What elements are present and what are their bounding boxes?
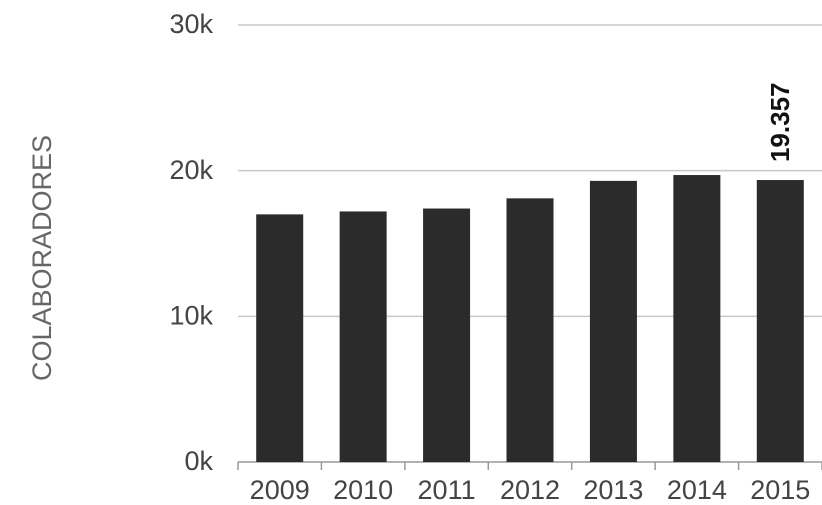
bar-2015: [756, 180, 804, 463]
bar-2014: [673, 175, 721, 462]
x-tick-label: 2014: [667, 475, 727, 505]
x-tick-label: 2010: [333, 475, 393, 505]
bar-2012: [506, 198, 554, 463]
y-tick-label: 20k: [169, 155, 213, 185]
y-axis-ticks: 0k 10k 20k 30k: [169, 9, 213, 476]
bar-2010: [339, 211, 387, 462]
data-label: 19.357: [765, 83, 795, 163]
x-axis-ticks: 2009 2010 2011 2012 2013 2014 2015: [237, 462, 822, 505]
y-tick-label: 30k: [169, 9, 213, 39]
y-axis-label: COLABORADORES: [27, 135, 57, 381]
x-tick-label: 2015: [750, 475, 810, 505]
x-tick-label: 2012: [500, 475, 560, 505]
x-tick-label: 2011: [418, 475, 476, 505]
x-tick-label: 2009: [250, 475, 310, 505]
data-labels: 19.357: [765, 83, 795, 163]
x-tick-label: 2013: [583, 475, 643, 505]
y-tick-label: 0k: [184, 446, 213, 476]
bar-2013: [589, 180, 637, 462]
bars: [256, 175, 804, 463]
y-tick-label: 10k: [169, 300, 213, 330]
bar-2011: [423, 208, 471, 462]
bar-2009: [256, 214, 304, 462]
